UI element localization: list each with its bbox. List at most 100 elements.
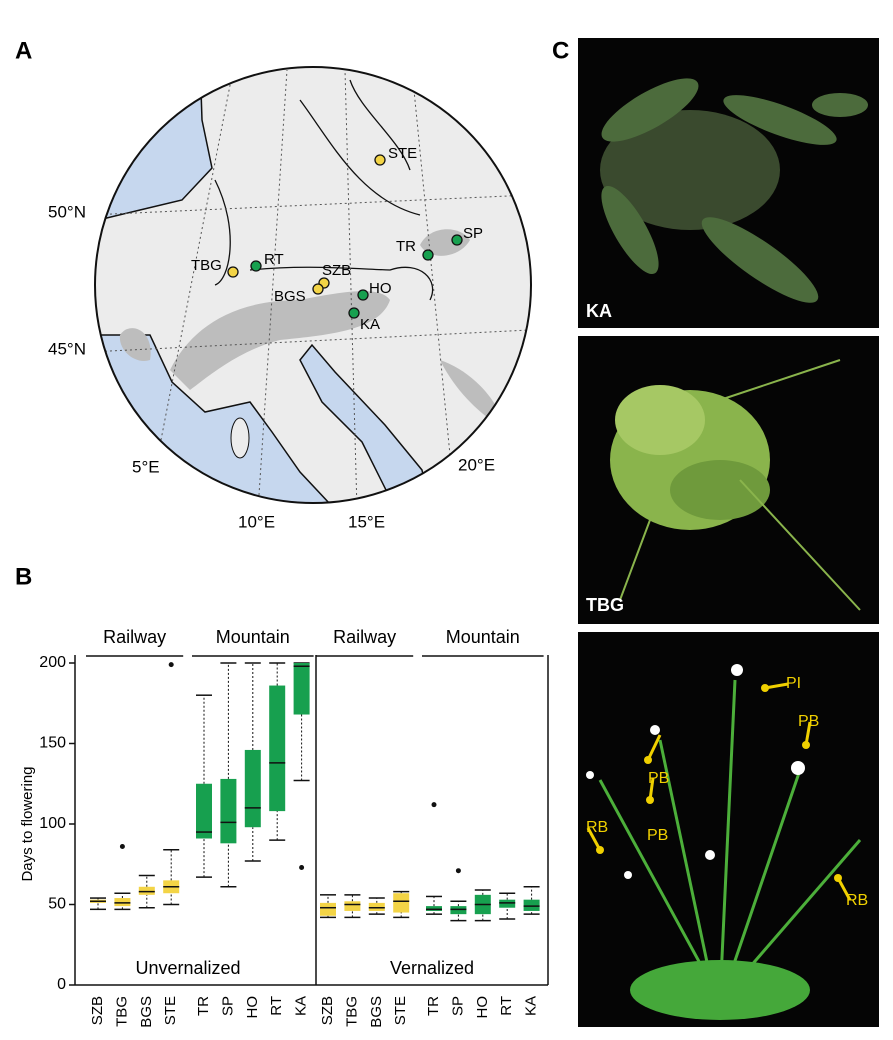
box xyxy=(244,749,261,828)
arrow-label: PI xyxy=(786,675,801,692)
outlier xyxy=(119,844,125,850)
plant-tbg xyxy=(610,385,770,530)
lat-label: 50°N xyxy=(48,202,86,221)
site-marker xyxy=(374,154,386,166)
site-label: STE xyxy=(388,145,417,162)
flowers xyxy=(586,664,805,879)
outlier xyxy=(299,864,305,870)
arrow xyxy=(836,877,852,901)
arrow-head xyxy=(761,684,769,692)
group-label: Railway xyxy=(333,627,396,647)
site-marker xyxy=(422,249,434,261)
group-label: Mountain xyxy=(216,627,290,647)
box xyxy=(114,898,131,907)
x-tick-label: BGS xyxy=(368,996,385,1028)
y-tick-label: 150 xyxy=(39,735,66,752)
site-marker xyxy=(357,289,369,301)
arrow-head xyxy=(802,741,810,749)
site-label: RT xyxy=(264,251,284,268)
group-label: Mountain xyxy=(446,627,520,647)
arrow-label: RB xyxy=(586,819,608,836)
box xyxy=(320,902,336,916)
photo-label: TBG xyxy=(586,595,624,615)
x-tick-label: KA xyxy=(523,996,540,1016)
x-tick-label: TR xyxy=(195,996,212,1016)
lon-label: 20°E xyxy=(458,455,495,474)
series-label: Vernalized xyxy=(390,958,474,978)
box xyxy=(523,899,540,911)
site-marker xyxy=(312,283,324,295)
arrow-head xyxy=(596,846,604,854)
box xyxy=(368,902,385,911)
mountains xyxy=(119,328,151,361)
mountains xyxy=(170,291,390,390)
outlier xyxy=(168,662,174,668)
y-tick-label: 0 xyxy=(57,976,66,993)
lat-label: 45°N xyxy=(48,339,86,358)
site-label: SP xyxy=(463,225,483,242)
arrow xyxy=(646,734,662,761)
site-marker xyxy=(227,266,239,278)
x-tick-label: TBG xyxy=(113,996,130,1027)
x-tick-label: SZB xyxy=(319,996,336,1025)
box xyxy=(196,783,212,839)
box xyxy=(293,663,310,715)
site-label: TR xyxy=(396,238,416,255)
map xyxy=(95,67,531,503)
outlier xyxy=(455,868,461,874)
photo-label: KA xyxy=(586,301,612,321)
lon-label: 5°E xyxy=(132,457,160,476)
arrow-head xyxy=(646,796,654,804)
x-tick-label: SP xyxy=(219,996,236,1016)
x-tick-label: HO xyxy=(474,996,491,1019)
y-tick-label: 100 xyxy=(39,815,66,832)
x-tick-label: STE xyxy=(392,996,409,1025)
graticule xyxy=(95,69,531,503)
x-tick-label: RT xyxy=(498,996,515,1016)
panel-label: C xyxy=(552,37,569,64)
plant-ka xyxy=(600,78,868,303)
panel-label: B xyxy=(15,563,32,590)
box xyxy=(269,685,286,812)
box xyxy=(138,886,155,895)
arrow-head xyxy=(644,756,652,764)
site-marker xyxy=(348,307,360,319)
box-plot: Days to flowering 0 50 100 150 200 Unvernalize… xyxy=(19,627,549,1028)
x-tick-label: TBG xyxy=(343,996,360,1027)
x-tick-label: STE xyxy=(162,996,179,1025)
arrow-label: PB xyxy=(798,713,819,730)
x-tick-label: RT xyxy=(268,996,285,1016)
rosette xyxy=(630,960,810,1020)
series-label: Unvernalized xyxy=(135,958,240,978)
y-tick-label: 200 xyxy=(39,654,66,671)
stems xyxy=(619,359,861,611)
lon-label: 15°E xyxy=(348,512,385,531)
box xyxy=(220,778,237,844)
site-marker xyxy=(250,260,262,272)
arrow-label: RB xyxy=(846,892,868,909)
island xyxy=(230,417,250,459)
site-label: TBG xyxy=(191,257,222,274)
arrow-head xyxy=(834,874,842,882)
y-tick-label: 50 xyxy=(48,896,66,913)
x-tick-label: SZB xyxy=(89,996,106,1025)
box xyxy=(426,906,442,911)
x-tick-label: HO xyxy=(244,996,261,1019)
site-label: HO xyxy=(369,280,392,297)
box xyxy=(393,893,410,913)
sites: STE TBG SZB BGS SP TR RT HO KA xyxy=(191,145,483,333)
y-axis-label: Days to flowering xyxy=(19,766,36,881)
box xyxy=(344,901,361,911)
site-marker xyxy=(451,234,463,246)
site-label: SZB xyxy=(322,262,351,279)
x-tick-label: KA xyxy=(293,996,310,1016)
site-label: BGS xyxy=(274,288,306,305)
globe-outline xyxy=(94,66,532,504)
box xyxy=(499,899,516,908)
arrow xyxy=(586,827,602,851)
outlier xyxy=(431,802,437,808)
box xyxy=(450,906,467,915)
